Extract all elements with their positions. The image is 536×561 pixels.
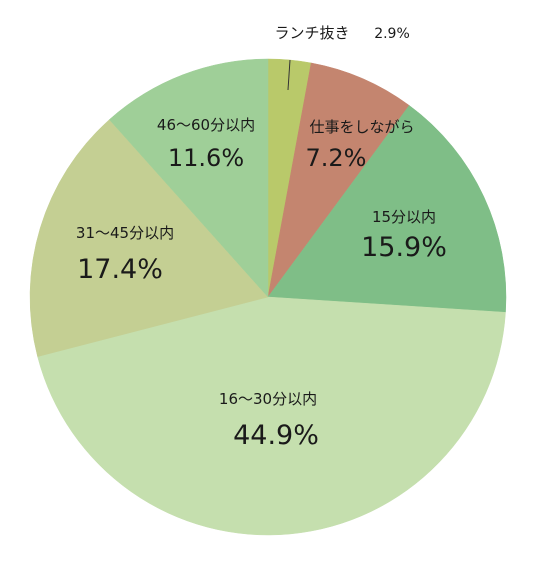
slice-labels: ランチ抜き 2.9% 仕事をしながら 7.2% 15分以内 15.9% 16〜30分以内 44… [76,24,447,451]
pie-slices [29,58,507,536]
slice-value-label: 2.9% [374,26,410,42]
pie-slice [29,119,269,357]
slice-category-label: 15分以内 [372,208,436,226]
slice-value-label: 11.6% [168,144,244,172]
slice-category-label: ランチ抜き [274,24,349,42]
pie-slice [109,58,269,298]
slice-category-label: 仕事をしながら [309,118,414,136]
leader-lines [287,59,291,91]
slice-value-label: 7.2% [306,144,367,172]
slice-category-label: 16〜30分以内 [219,390,317,408]
pie-slice [267,62,410,298]
pie-slice [267,105,507,313]
slice-category-label: 31〜45分以内 [76,224,174,242]
pie-slice [37,296,506,536]
slice-value-label: 17.4% [77,254,163,285]
slice-value-label: 44.9% [233,420,319,451]
slice-category-label: 46〜60分以内 [157,116,255,134]
slice-value-label: 15.9% [361,232,447,263]
leader-line [287,59,291,91]
